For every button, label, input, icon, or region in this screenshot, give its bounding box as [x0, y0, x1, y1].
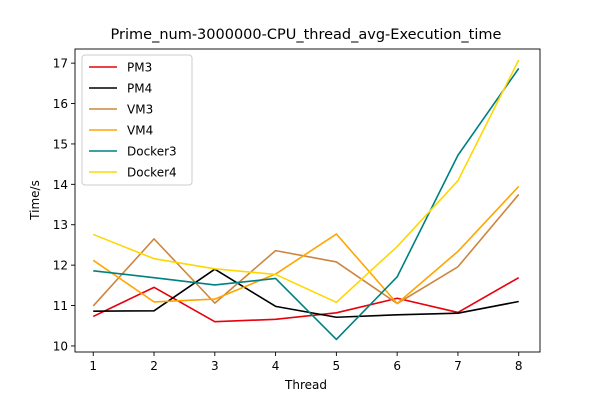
x-axis-label: Thread	[284, 378, 327, 392]
y-tick-label: 14	[53, 178, 68, 192]
x-tick-label: 8	[515, 359, 523, 373]
legend: PM3 PM4 VM3 VM4 Docker3 Docker4	[81, 54, 193, 186]
series-line-pm4	[93, 268, 519, 319]
x-tick-label: 5	[333, 359, 341, 373]
y-tick-label: 12	[53, 259, 68, 273]
legend-label-vm4: VM4	[127, 124, 153, 138]
x-tick-label: 6	[393, 359, 401, 373]
x-tick-label: 1	[89, 359, 97, 373]
x-tick-label: 2	[150, 359, 158, 373]
y-axis-label: Time/s	[28, 180, 42, 221]
chart-title: Prime_num-3000000-CPU_thread_avg-Executi…	[111, 27, 502, 43]
x-tick-label: 3	[211, 359, 219, 373]
y-tick-label: 10	[53, 339, 68, 353]
y-tick-label: 15	[53, 137, 68, 151]
x-tick-label: 7	[454, 359, 462, 373]
legend-label-pm4: PM4	[127, 82, 152, 96]
series-line-docker4	[92, 59, 520, 304]
y-tick-label: 11	[53, 299, 68, 313]
y-tick-label: 13	[53, 218, 68, 232]
y-tick-label: 16	[53, 97, 68, 111]
series-line-vm4	[92, 185, 520, 305]
y-tick-label: 17	[53, 57, 68, 71]
legend-label-pm3: PM3	[127, 61, 152, 75]
series-line-docker3	[93, 67, 520, 341]
x-tick-label: 4	[272, 359, 280, 373]
series-lines	[92, 59, 520, 341]
legend-label-docker3: Docker3	[127, 145, 177, 159]
series-line-pm3	[92, 276, 520, 323]
plot-frame	[74, 48, 541, 353]
legend-label-docker4: Docker4	[127, 166, 177, 180]
series-line-vm3	[92, 193, 520, 307]
legend-label-vm3: VM3	[127, 103, 153, 117]
